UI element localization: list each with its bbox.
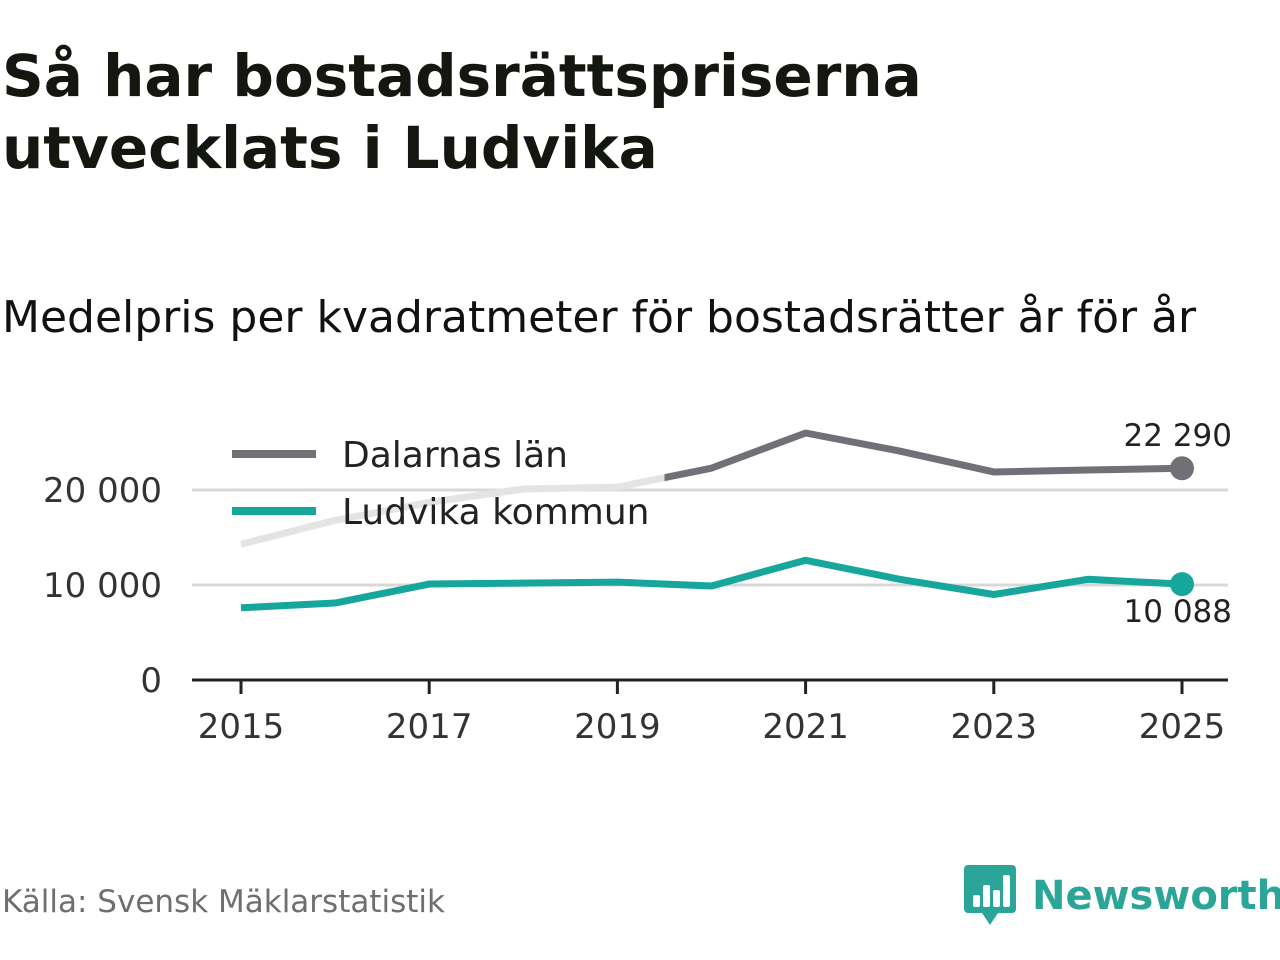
legend: Dalarnas län Ludvika kommun bbox=[232, 435, 649, 533]
legend-label-dalarna: Dalarnas län bbox=[342, 435, 568, 476]
series-line-dalarna bbox=[240, 429, 1183, 548]
series-layer bbox=[240, 429, 1194, 612]
end-point-ludvika bbox=[1170, 572, 1194, 597]
y-tick-label: 10 000 bbox=[43, 566, 162, 606]
end-point-dalarna bbox=[1170, 456, 1194, 481]
x-tick-label: 2023 bbox=[951, 707, 1038, 747]
newsworthy-logo: Newsworthy bbox=[964, 864, 1280, 928]
data-labels: 22 290 10 088 bbox=[1124, 418, 1232, 630]
x-tick-label: 2021 bbox=[762, 707, 849, 747]
x-tick-label: 2025 bbox=[1139, 707, 1226, 747]
end-label-dalarna: 22 290 bbox=[1124, 418, 1232, 454]
y-tick-label: 20 000 bbox=[43, 471, 162, 511]
newsworthy-logo-icon bbox=[964, 865, 1016, 925]
chart-title: Så har bostadsrättspriserna utvecklats i… bbox=[2, 42, 922, 182]
y-tick-label: 0 bbox=[140, 661, 162, 701]
x-tick-label: 2017 bbox=[386, 707, 473, 747]
series-line-ludvika bbox=[240, 556, 1183, 612]
axis-layer: 0 10 000 20 000 2015 2017 2019 2021 2023 2025 bbox=[43, 471, 1228, 747]
end-label-ludvika: 10 088 bbox=[1124, 594, 1232, 630]
legend-label-ludvika: Ludvika kommun bbox=[342, 492, 649, 533]
line-chart: 0 10 000 20 000 2015 2017 2019 2021 2023 2025 Da… bbox=[43, 418, 1232, 747]
chart-subtitle: Medelpris per kvadratmeter för bostadsrä… bbox=[2, 292, 1197, 343]
brand-name: Newsworthy bbox=[1032, 873, 1280, 919]
source-note: Källa: Svensk Mäklarstatistik bbox=[2, 884, 445, 920]
x-tick-label: 2019 bbox=[574, 707, 661, 747]
x-tick-label: 2015 bbox=[198, 707, 285, 747]
